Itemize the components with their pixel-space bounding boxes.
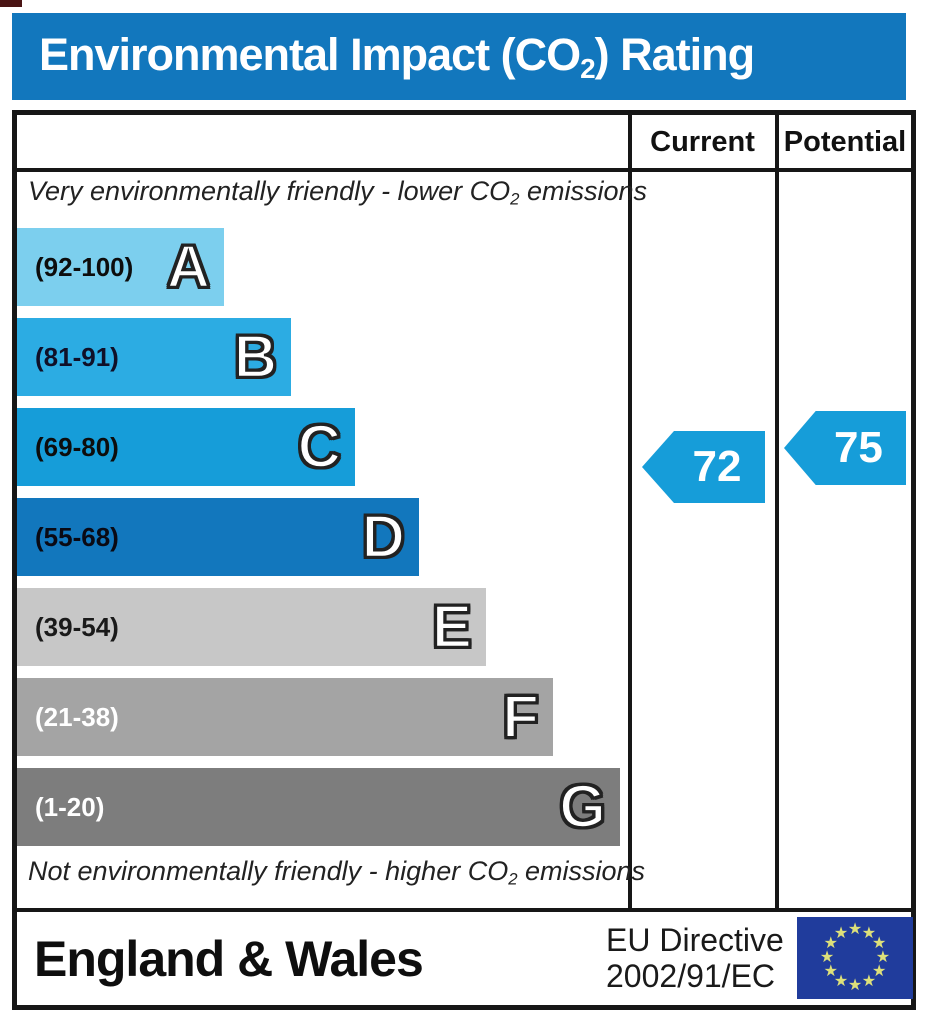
band-row-c: (69-80) C	[17, 408, 355, 486]
eu-flag-star: ★	[833, 924, 849, 942]
bottom-note-suffix: emissions	[517, 856, 646, 886]
page-title-prefix: Environmental Impact (CO	[39, 28, 581, 80]
header-divider-line	[12, 168, 916, 172]
title-bar: Environmental Impact (CO2) Rating	[12, 13, 906, 100]
band-row-b: (81-91) B	[17, 318, 292, 396]
potential-rating-arrow: 75	[784, 411, 906, 485]
top-note-prefix: Very environmentally friendly - lower CO	[28, 176, 511, 206]
band-letter: A	[165, 233, 211, 300]
eu-flag-star: ★	[861, 924, 877, 942]
eu-flag-star: ★	[819, 949, 835, 966]
potential-rating-value: 75	[833, 423, 883, 472]
eu-flag-star: ★	[833, 973, 849, 991]
band-row-g: (1-20) G	[17, 768, 620, 846]
top-note-subscript: 2	[510, 189, 520, 209]
eu-flag-star: ★	[872, 962, 887, 980]
band-range-label: (1-20)	[35, 791, 105, 822]
band-row-f: (21-38) F	[17, 678, 553, 756]
band-row-a: (92-100) A	[17, 228, 225, 306]
potential-column-divider	[775, 110, 779, 912]
page-title: Environmental Impact (CO2) Rating	[12, 28, 755, 85]
current-rating-arrow: 72	[642, 431, 765, 503]
band-row-e: (39-54) E	[17, 588, 486, 666]
band-range-label: (55-68)	[35, 521, 119, 552]
band-range-label: (69-80)	[35, 431, 119, 462]
rating-bands: (92-100) A (81-91) B (69-80) C (55-68) D…	[17, 228, 626, 858]
eu-flag-star: ★	[847, 921, 863, 939]
directive-line-1: EU Directive	[606, 922, 784, 958]
eu-flag-star: ★	[861, 973, 877, 991]
left-arrow-icon: 72	[642, 431, 765, 503]
band-letter: F	[501, 683, 540, 750]
column-header-current: Current	[650, 125, 755, 158]
eu-flag-star: ★	[823, 935, 838, 953]
left-arrow-icon: 75	[784, 411, 906, 485]
eu-flag-icon: ★ ★ ★ ★ ★ ★ ★ ★ ★ ★ ★ ★	[797, 917, 913, 999]
eu-flag-star: ★	[872, 935, 887, 953]
top-note-suffix: emissions	[519, 176, 648, 206]
current-rating-value: 72	[692, 442, 742, 491]
eu-flag-star: ★	[847, 976, 863, 994]
band-range-label: (39-54)	[35, 611, 119, 642]
footer-region-label: England & Wales	[34, 931, 424, 987]
band-letter: B	[232, 323, 278, 390]
band-range-label: (21-38)	[35, 701, 119, 732]
directive-line-2: 2002/91/EC	[606, 958, 776, 994]
corner-artifact	[0, 0, 22, 7]
band-row-d: (55-68) D	[17, 498, 419, 576]
band-letter: D	[360, 503, 406, 570]
bottom-note: Not environmentally friendly - higher CO…	[28, 856, 645, 890]
bottom-note-subscript: 2	[508, 869, 518, 889]
band-range-label: (81-91)	[35, 341, 119, 372]
band-letter: G	[558, 773, 607, 840]
top-note: Very environmentally friendly - lower CO…	[28, 176, 647, 210]
band-range-label: (92-100)	[35, 251, 134, 282]
eu-flag-star: ★	[875, 949, 891, 966]
bottom-note-prefix: Not environmentally friendly - higher CO	[28, 856, 509, 886]
column-header-potential: Potential	[783, 125, 907, 158]
page-title-suffix: ) Rating	[594, 28, 755, 80]
band-letter: E	[431, 593, 474, 660]
page-title-subscript: 2	[580, 52, 595, 84]
eu-flag-star: ★	[823, 962, 838, 980]
band-letter: C	[296, 413, 342, 480]
footer-divider-line	[12, 908, 916, 912]
footer-directive: EU Directive 2002/91/EC	[606, 922, 784, 994]
current-column-divider	[628, 110, 632, 912]
